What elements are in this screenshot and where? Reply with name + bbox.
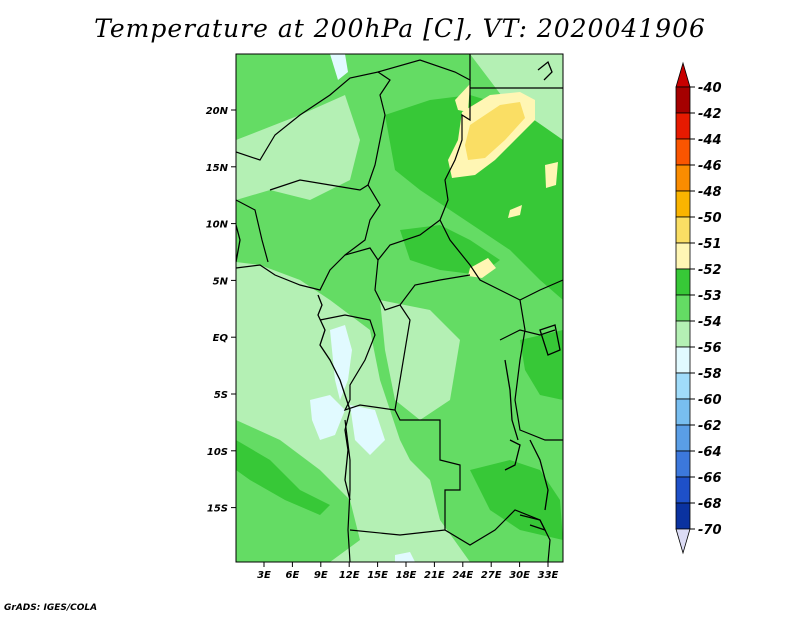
lon-tick-label: 12E bbox=[339, 570, 360, 581]
country-borders bbox=[236, 54, 563, 562]
colorbar-box bbox=[675, 476, 691, 504]
lon-tick-label: 6E bbox=[286, 570, 300, 581]
lat-tick-label: 20N bbox=[206, 106, 229, 117]
colorbar-label: -70 bbox=[698, 523, 722, 538]
coastlines bbox=[236, 60, 561, 532]
colorbar-label: -54 bbox=[698, 315, 722, 330]
colorbar-label: -58 bbox=[698, 367, 722, 382]
colorbar-box bbox=[675, 450, 691, 478]
colorbar-top-arrow bbox=[675, 61, 691, 88]
lon-tick-label: 24E bbox=[452, 570, 473, 581]
lon-tick-label: 15E bbox=[367, 570, 388, 581]
colorbar-label: -68 bbox=[698, 497, 722, 512]
lon-tick-label: 9E bbox=[314, 570, 328, 581]
longitude-axis: 3E 6E 9E 12E 15E 18E 21E 24E 27E 30E 33E bbox=[257, 562, 559, 581]
colorbar-box bbox=[675, 86, 691, 114]
lon-tick-label: 33E bbox=[538, 570, 559, 581]
colorbar-label: -62 bbox=[698, 419, 722, 434]
lat-tick-label: 10S bbox=[207, 447, 228, 458]
colorbar-label: -42 bbox=[698, 107, 722, 122]
colorbar-label: -48 bbox=[698, 185, 722, 200]
colorbar-label: -51 bbox=[698, 237, 722, 252]
colorbar-bottom-arrow bbox=[675, 528, 691, 555]
colorbar-label: -46 bbox=[698, 159, 722, 174]
colorbar-box bbox=[675, 424, 691, 452]
lat-tick-label: 10N bbox=[206, 220, 229, 231]
map-frame bbox=[235, 53, 564, 563]
colorbar-label: -50 bbox=[698, 211, 722, 226]
colorbar-box bbox=[675, 216, 691, 244]
colorbar-box bbox=[675, 398, 691, 426]
lat-tick-label: EQ bbox=[213, 333, 229, 344]
lat-tick-label: 5N bbox=[213, 276, 229, 287]
chart-title: Temperature at 200hPa [C], VT: 202004190… bbox=[94, 14, 706, 43]
lon-tick-label: 30E bbox=[509, 570, 530, 581]
colorbar-box bbox=[675, 346, 691, 374]
colorbar-label: -66 bbox=[698, 471, 722, 486]
lon-tick-label: 3E bbox=[257, 570, 271, 581]
colorbar-box bbox=[675, 372, 691, 400]
colorbar-label: -44 bbox=[698, 133, 722, 148]
colorbar-label: -60 bbox=[698, 393, 722, 408]
colorbar-box bbox=[675, 164, 691, 192]
colorbar-label: -52 bbox=[698, 263, 722, 278]
lat-tick-label: 15N bbox=[206, 163, 229, 174]
colorbar-box bbox=[675, 268, 691, 296]
colorbar-box bbox=[675, 242, 691, 270]
colorbar-box bbox=[675, 190, 691, 218]
colorbar-box bbox=[675, 294, 691, 322]
credit-label: GrADS: IGES/COLA bbox=[4, 603, 98, 613]
colorbar-label: -53 bbox=[698, 289, 722, 304]
colorbar-box bbox=[675, 320, 691, 348]
colorbar-label: -64 bbox=[698, 445, 722, 460]
temperature-field bbox=[236, 54, 563, 562]
colorbar-box bbox=[675, 138, 691, 166]
colorbar-label: -40 bbox=[698, 81, 722, 96]
colorbar-box bbox=[675, 112, 691, 140]
colorbar-label: -56 bbox=[698, 341, 722, 356]
colorbar: -40 -42 -44 -46 -48 -50 -51 -52 -53 -54 -56 -58 -60 -… bbox=[675, 61, 722, 555]
lat-tick-label: 15S bbox=[207, 504, 228, 515]
colorbar-box bbox=[675, 502, 691, 530]
lon-tick-label: 27E bbox=[481, 570, 502, 581]
lon-tick-label: 18E bbox=[396, 570, 417, 581]
latitude-axis: 20N 15N 10N 5N EQ 5S 10S 15S bbox=[206, 106, 236, 515]
lat-tick-label: 5S bbox=[214, 390, 228, 401]
lon-tick-label: 21E bbox=[424, 570, 445, 581]
